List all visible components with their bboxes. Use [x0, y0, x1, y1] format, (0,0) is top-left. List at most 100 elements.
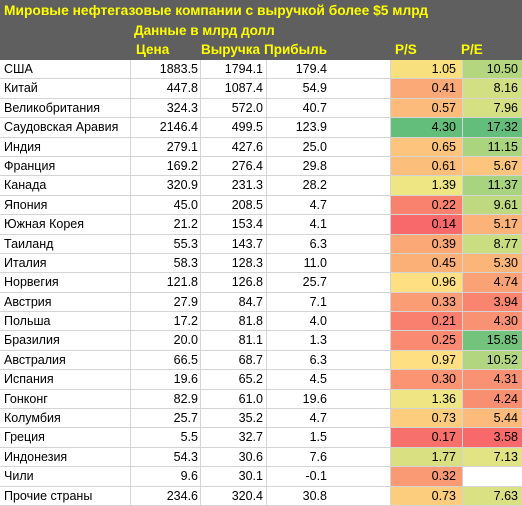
cell-country[interactable]: Греция — [4, 430, 45, 445]
cell-profit[interactable]: 7.1 — [309, 294, 327, 309]
cell-country[interactable]: Чили — [4, 469, 34, 484]
cell-profit[interactable]: 25.7 — [302, 275, 327, 290]
cell-country[interactable]: Канада — [4, 178, 47, 193]
cell-price[interactable]: 45.0 — [173, 197, 198, 212]
cell-price[interactable]: 279.1 — [166, 139, 198, 154]
cell-revenue[interactable]: 1794.1 — [224, 62, 263, 76]
cell-ps[interactable]: 1.05 — [390, 60, 462, 79]
cell-pe[interactable]: 10.50 — [462, 60, 522, 79]
cell-revenue[interactable]: 30.6 — [238, 449, 263, 464]
cell-revenue[interactable]: 1087.4 — [224, 81, 263, 96]
cell-pe[interactable]: 11.37 — [462, 176, 522, 195]
cell-profit[interactable]: 54.9 — [302, 81, 327, 96]
cell-ps[interactable]: 0.65 — [390, 137, 462, 156]
cell-profit[interactable]: 4.7 — [309, 411, 327, 426]
cell-pe[interactable]: 10.52 — [462, 350, 522, 370]
cell-price[interactable]: 55.3 — [173, 236, 198, 251]
col-header-profit[interactable]: Прибыль — [264, 42, 327, 57]
cell-pe[interactable]: 4.74 — [462, 273, 522, 292]
cell-country[interactable]: Индонезия — [4, 449, 68, 464]
cell-ps[interactable]: 0.32 — [390, 467, 462, 486]
cell-country[interactable]: Колумбия — [4, 411, 61, 426]
cell-revenue[interactable]: 68.7 — [238, 352, 263, 367]
cell-price[interactable]: 9.6 — [180, 469, 198, 484]
cell-country[interactable]: Польша — [4, 314, 51, 329]
cell-profit[interactable]: 4.0 — [309, 314, 327, 329]
cell-price[interactable]: 320.9 — [166, 178, 198, 193]
cell-pe[interactable]: 11.15 — [462, 137, 522, 156]
cell-pe[interactable]: 7.13 — [462, 447, 522, 467]
cell-price[interactable]: 121.8 — [166, 275, 198, 290]
cell-price[interactable]: 5.5 — [180, 430, 198, 445]
cell-ps[interactable]: 0.73 — [390, 486, 462, 505]
cell-country[interactable]: Южная Корея — [4, 217, 84, 232]
cell-revenue[interactable]: 320.4 — [231, 488, 263, 503]
cell-profit[interactable]: 25.0 — [302, 139, 327, 154]
cell-pe[interactable]: 5.30 — [462, 253, 522, 273]
cell-pe[interactable]: 4.24 — [462, 389, 522, 409]
cell-revenue[interactable]: 61.0 — [238, 391, 263, 406]
cell-pe[interactable]: 9.61 — [462, 195, 522, 215]
cell-revenue[interactable]: 126.8 — [231, 275, 263, 290]
col-header-price[interactable]: Цена — [136, 42, 170, 57]
cell-profit[interactable]: 19.6 — [302, 391, 327, 406]
cell-profit[interactable]: 28.2 — [302, 178, 327, 193]
cell-profit[interactable]: 1.5 — [309, 430, 327, 445]
cell-revenue[interactable]: 81.8 — [238, 314, 263, 329]
cell-country[interactable]: Индия — [4, 139, 41, 154]
cell-price[interactable]: 234.6 — [166, 488, 198, 503]
cell-profit[interactable]: 4.5 — [309, 372, 327, 387]
cell-revenue[interactable]: 81.1 — [238, 333, 263, 348]
cell-ps[interactable]: 0.41 — [390, 79, 462, 98]
cell-profit[interactable]: 179.4 — [295, 62, 327, 76]
cell-pe[interactable]: 5.17 — [462, 215, 522, 234]
cell-country[interactable]: Таиланд — [4, 236, 54, 251]
cell-pe[interactable]: 7.63 — [462, 486, 522, 505]
cell-price[interactable]: 27.9 — [173, 294, 198, 309]
cell-country[interactable]: Бразилия — [4, 333, 60, 348]
cell-pe[interactable]: 3.94 — [462, 292, 522, 312]
cell-revenue[interactable]: 276.4 — [231, 158, 263, 173]
col-header-pe[interactable]: P/E — [461, 42, 483, 57]
cell-pe[interactable]: 3.58 — [462, 428, 522, 447]
cell-country[interactable]: Испания — [4, 372, 54, 387]
cell-profit[interactable]: 4.1 — [309, 217, 327, 232]
cell-ps[interactable]: 0.96 — [390, 273, 462, 292]
cell-revenue[interactable]: 84.7 — [238, 294, 263, 309]
cell-pe[interactable]: 5.44 — [462, 409, 522, 428]
cell-revenue[interactable]: 128.3 — [231, 255, 263, 270]
cell-ps[interactable]: 0.45 — [390, 253, 462, 273]
cell-ps[interactable]: 0.61 — [390, 156, 462, 176]
cell-ps[interactable]: 0.33 — [390, 292, 462, 312]
cell-pe[interactable]: 15.85 — [462, 331, 522, 350]
cell-revenue[interactable]: 572.0 — [231, 100, 263, 115]
cell-revenue[interactable]: 208.5 — [231, 197, 263, 212]
cell-profit[interactable]: 11.0 — [303, 255, 327, 270]
cell-ps[interactable]: 0.30 — [390, 370, 462, 389]
cell-ps[interactable]: 4.30 — [390, 118, 462, 137]
cell-price[interactable]: 169.2 — [166, 158, 198, 173]
cell-country[interactable]: США — [4, 62, 33, 76]
col-header-revenue[interactable]: Выручка — [201, 42, 260, 57]
cell-ps[interactable]: 1.39 — [390, 176, 462, 195]
cell-pe[interactable]: 8.77 — [462, 234, 522, 253]
cell-revenue[interactable]: 143.7 — [231, 236, 263, 251]
cell-revenue[interactable]: 427.6 — [231, 139, 263, 154]
cell-profit[interactable]: 6.3 — [309, 236, 327, 251]
cell-price[interactable]: 324.3 — [166, 100, 198, 115]
cell-revenue[interactable]: 30.1 — [238, 469, 263, 484]
cell-ps[interactable]: 0.39 — [390, 234, 462, 253]
cell-country[interactable]: Австралия — [4, 352, 66, 367]
cell-revenue[interactable]: 153.4 — [231, 217, 263, 232]
cell-price[interactable]: 2146.4 — [159, 120, 198, 135]
cell-profit[interactable]: 1.3 — [309, 333, 327, 348]
cell-country[interactable]: Норвегия — [4, 275, 59, 290]
cell-price[interactable]: 1883.5 — [159, 62, 198, 76]
cell-ps[interactable]: 0.97 — [390, 350, 462, 370]
cell-country[interactable]: Гонконг — [4, 391, 48, 406]
cell-revenue[interactable]: 231.3 — [231, 178, 263, 193]
cell-price[interactable]: 54.3 — [173, 449, 198, 464]
cell-profit[interactable]: 40.7 — [302, 100, 327, 115]
cell-pe[interactable]: 5.67 — [462, 156, 522, 176]
cell-pe[interactable]: 4.31 — [462, 370, 522, 389]
